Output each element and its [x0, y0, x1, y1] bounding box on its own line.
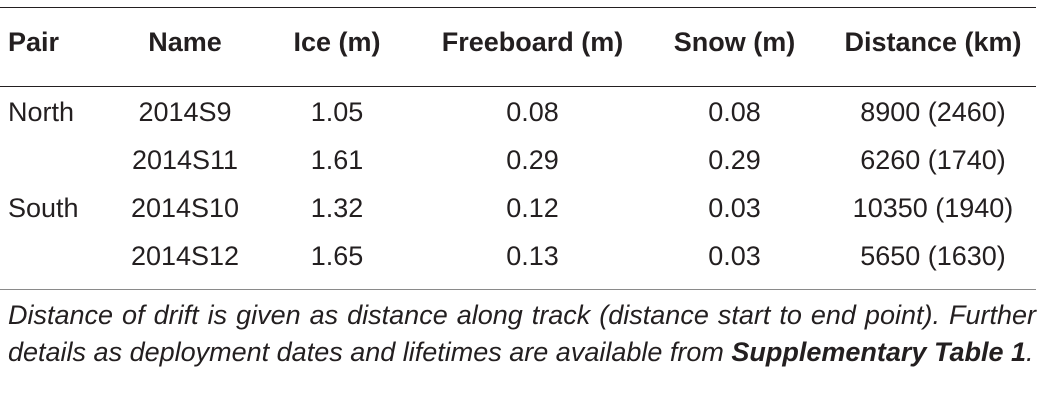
cell-name: 2014S12 [130, 241, 240, 271]
cell-freeboard: 0.08 [506, 97, 559, 127]
table-top-rule [0, 7, 1036, 8]
cell-name: 2014S10 [130, 193, 240, 223]
cell-ice: 1.32 [310, 193, 364, 223]
cell-name: 2014S11 [131, 145, 239, 175]
cell-name: 2014S9 [138, 97, 232, 127]
header-name: Name [148, 27, 222, 57]
cell-distance: 8900 (2460) [860, 97, 1006, 127]
cell-distance: 5650 (1630) [860, 241, 1006, 271]
header-snow: Snow (m) [673, 27, 796, 57]
table-row: South 2014S10 1.32 0.12 0.03 10350 (1940… [0, 188, 1042, 228]
cell-snow: 0.03 [708, 193, 761, 223]
cell-distance: 10350 (1940) [852, 193, 1014, 223]
table-row: 2014S12 1.65 0.13 0.03 5650 (1630) [0, 236, 1042, 276]
cell-pair: North [8, 97, 75, 127]
table-header-rule [0, 86, 1036, 87]
cell-ice: 1.65 [310, 241, 364, 271]
cell-snow: 0.29 [708, 145, 761, 175]
header-ice: Ice (m) [293, 27, 381, 57]
table-footnote: Distance of drift is given as distance a… [8, 297, 1036, 371]
cell-pair: South [8, 193, 79, 223]
cell-distance: 6260 (1740) [860, 145, 1006, 175]
header-pair: Pair [8, 27, 60, 57]
header-distance: Distance (km) [844, 27, 1022, 57]
cell-snow: 0.08 [708, 97, 761, 127]
cell-ice: 1.05 [310, 97, 364, 127]
cell-freeboard: 0.13 [506, 241, 559, 271]
cell-freeboard: 0.12 [506, 193, 559, 223]
table-row: 2014S11 1.61 0.29 0.29 6260 (1740) [0, 140, 1042, 180]
cell-freeboard: 0.29 [506, 145, 559, 175]
cell-snow: 0.03 [708, 241, 761, 271]
footnote-end: . [1026, 337, 1034, 367]
footnote-reference: Supplementary Table 1 [731, 337, 1026, 367]
table-header-row: Pair Name Ice (m) Freeboard (m) Snow (m)… [0, 22, 1042, 62]
cell-ice: 1.61 [310, 145, 364, 175]
table-row: North 2014S9 1.05 0.08 0.08 8900 (2460) [0, 92, 1042, 132]
table-bottom-rule [0, 289, 1036, 290]
header-freeboard: Freeboard (m) [441, 27, 624, 57]
footnote-text: Distance of drift is given as distance a… [8, 300, 1036, 367]
